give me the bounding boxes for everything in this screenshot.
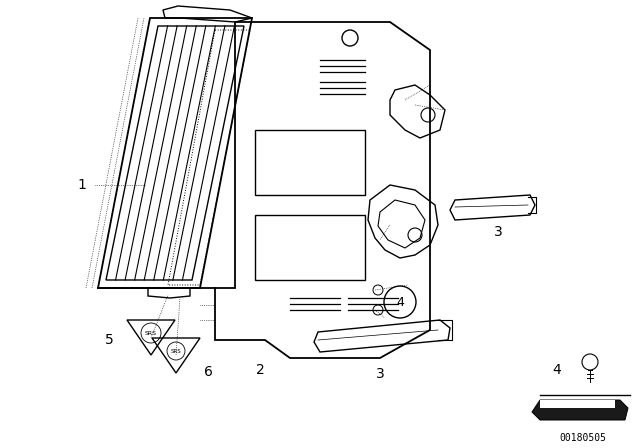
Text: 2: 2 <box>255 363 264 377</box>
Bar <box>255 215 365 280</box>
Text: 6: 6 <box>204 365 212 379</box>
Text: 3: 3 <box>376 367 385 381</box>
Text: 5: 5 <box>104 333 113 347</box>
Text: SRS: SRS <box>145 331 157 336</box>
Text: 3: 3 <box>493 225 502 239</box>
Bar <box>255 130 365 195</box>
Polygon shape <box>532 400 628 420</box>
Text: 1: 1 <box>77 178 86 192</box>
Text: 00180505: 00180505 <box>559 433 607 443</box>
Text: 4: 4 <box>396 296 404 309</box>
Polygon shape <box>540 400 615 408</box>
Text: 4: 4 <box>552 363 561 377</box>
Text: SRS: SRS <box>171 349 181 353</box>
